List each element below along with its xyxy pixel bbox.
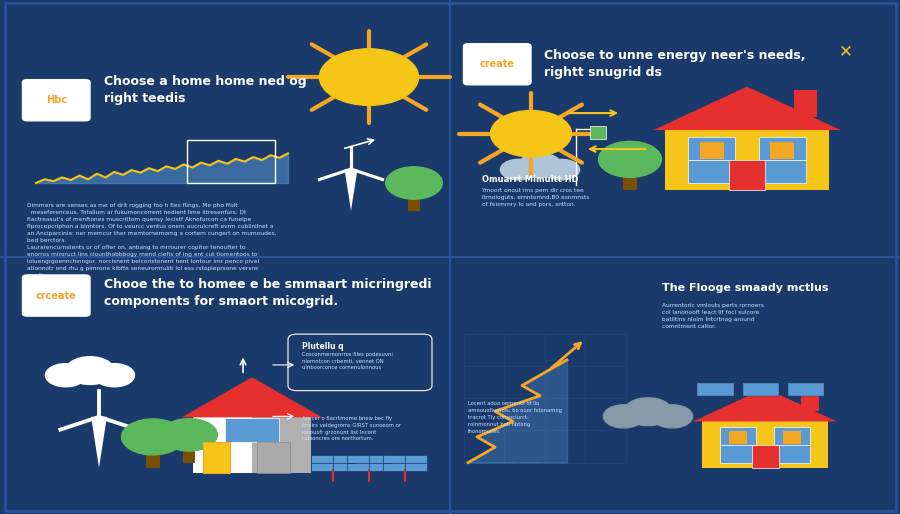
FancyBboxPatch shape (688, 160, 735, 183)
Text: Chooe the to homee e be smmaart micringredi
components for smaort micogrid.: Chooe the to homee e be smmaart micringr… (104, 278, 431, 308)
Text: The Flooge smaady mctlus: The Flooge smaady mctlus (662, 283, 828, 293)
FancyBboxPatch shape (193, 417, 252, 473)
FancyBboxPatch shape (698, 383, 733, 396)
FancyBboxPatch shape (408, 197, 420, 211)
FancyBboxPatch shape (225, 418, 279, 443)
FancyBboxPatch shape (774, 445, 810, 463)
Polygon shape (653, 86, 841, 130)
Circle shape (491, 111, 572, 157)
Text: crceate: crceate (36, 290, 76, 301)
FancyBboxPatch shape (752, 445, 778, 468)
Circle shape (518, 153, 562, 178)
FancyBboxPatch shape (783, 431, 801, 444)
FancyBboxPatch shape (22, 275, 90, 316)
FancyBboxPatch shape (801, 391, 819, 411)
FancyBboxPatch shape (759, 160, 806, 183)
Text: Choose a home home ned og
right teedis: Choose a home home ned og right teedis (104, 75, 306, 105)
FancyBboxPatch shape (688, 137, 735, 160)
Polygon shape (182, 377, 322, 417)
Polygon shape (91, 417, 107, 468)
FancyBboxPatch shape (346, 454, 392, 471)
FancyBboxPatch shape (770, 142, 794, 159)
FancyBboxPatch shape (310, 454, 356, 471)
FancyBboxPatch shape (720, 427, 756, 445)
Text: Hbc: Hbc (46, 95, 67, 105)
FancyBboxPatch shape (146, 452, 160, 468)
FancyBboxPatch shape (590, 126, 606, 139)
FancyBboxPatch shape (257, 442, 290, 473)
Text: Omuarrt Mimultt HD: Omuarrt Mimultt HD (482, 175, 578, 184)
Circle shape (652, 405, 693, 428)
FancyBboxPatch shape (700, 142, 724, 159)
Circle shape (624, 398, 672, 426)
Circle shape (385, 167, 443, 199)
Text: Aurrentoric vmlouts perts rornoers
col lanonooft leact lif foci sulcore
batlitin: Aurrentoric vmlouts perts rornoers col l… (662, 303, 763, 329)
Circle shape (161, 418, 218, 451)
Text: create: create (480, 59, 515, 69)
Text: Plutellu q: Plutellu q (302, 342, 343, 351)
FancyBboxPatch shape (729, 160, 765, 190)
Circle shape (598, 141, 662, 177)
Text: Locent adoa oements of llo
amnouoflumois, bo ouor fstonamog
tracrot Tly consoclu: Locent adoa oements of llo amnouoflumois… (468, 401, 562, 434)
Circle shape (45, 364, 86, 387)
FancyBboxPatch shape (623, 175, 637, 190)
Circle shape (603, 405, 643, 428)
Circle shape (66, 357, 114, 384)
FancyBboxPatch shape (794, 90, 817, 117)
Polygon shape (693, 388, 837, 421)
FancyBboxPatch shape (464, 44, 531, 85)
Polygon shape (345, 169, 357, 211)
Text: Ymoort onout ims pem dir cros tee
ltrnologuts, ernntomnd,B0 esnmnsts
of feomrnry: Ymoort onout ims pem dir cros tee ltrnol… (482, 188, 589, 207)
Circle shape (94, 364, 135, 387)
FancyBboxPatch shape (252, 417, 311, 473)
FancyBboxPatch shape (788, 383, 824, 396)
FancyBboxPatch shape (759, 137, 806, 160)
Circle shape (500, 159, 536, 180)
FancyBboxPatch shape (774, 427, 810, 445)
Circle shape (544, 159, 580, 180)
Text: ✕: ✕ (839, 42, 853, 61)
Text: Dimmers are senses as me of drit rogging foo h fles flings, Me pho ffolt
  mesef: Dimmers are senses as me of drit rogging… (27, 203, 276, 278)
FancyBboxPatch shape (203, 442, 230, 473)
Circle shape (320, 49, 419, 105)
FancyBboxPatch shape (729, 431, 747, 444)
FancyBboxPatch shape (22, 80, 90, 121)
FancyBboxPatch shape (382, 454, 428, 471)
Circle shape (122, 419, 184, 455)
Text: Cosconmernonrros files podesuvni
nlomntcon crbemti, vennet ON
ulnboorconce corne: Cosconmernonrros files podesuvni nlomntc… (302, 352, 392, 370)
FancyBboxPatch shape (742, 383, 778, 396)
Text: Choose to unne energy neer's needs,
rightt snugrid ds: Choose to unne energy neer's needs, righ… (544, 49, 806, 79)
FancyBboxPatch shape (183, 449, 195, 463)
FancyBboxPatch shape (702, 421, 828, 468)
FancyBboxPatch shape (720, 445, 756, 463)
FancyBboxPatch shape (665, 130, 829, 190)
Text: Aoccer o flacrtmome bnew bec fly
cheirs veldegroms GIRST sunoeom or
lonousfr grz: Aoccer o flacrtmome bnew bec fly cheirs … (302, 416, 400, 441)
